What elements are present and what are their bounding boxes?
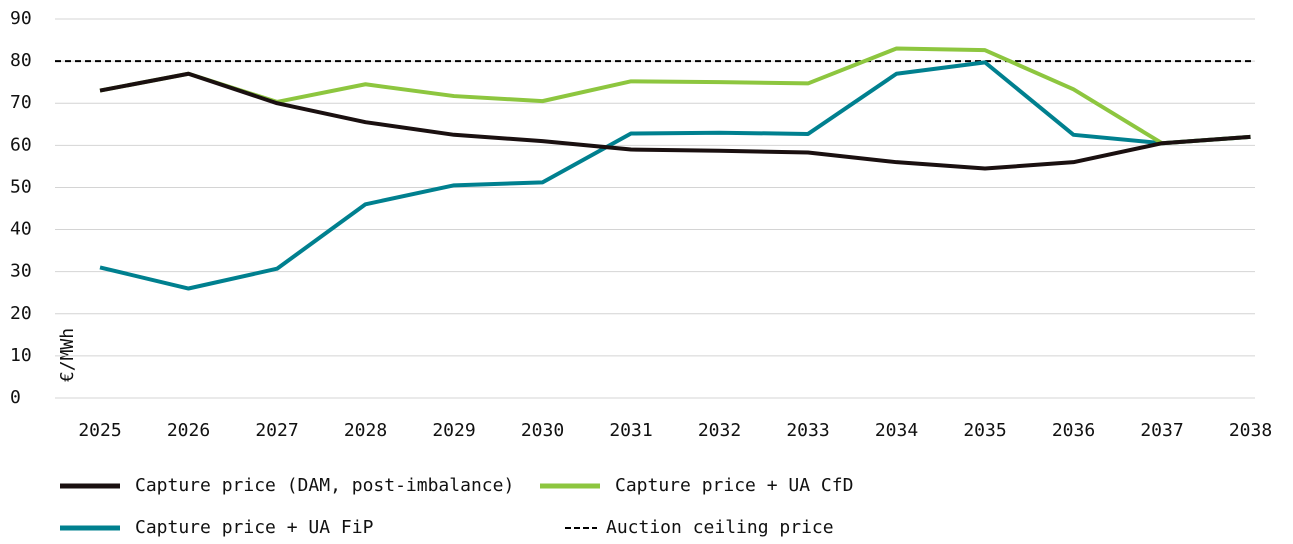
x-tick-label: 2027: [255, 420, 298, 441]
x-tick-label: 2032: [698, 420, 741, 441]
y-tick-label: 20: [10, 303, 32, 324]
y-tick-label: 30: [10, 261, 32, 282]
y-tick-label: 40: [10, 219, 32, 240]
legend-label: Capture price + UA FiP: [135, 517, 374, 538]
y-tick-label: 50: [10, 176, 32, 197]
x-tick-label: 2029: [432, 420, 475, 441]
x-tick-label: 2038: [1229, 420, 1272, 441]
x-tick-label: 2036: [1052, 420, 1095, 441]
y-tick-label: 0: [10, 387, 21, 408]
x-tick-label: 2031: [609, 420, 652, 441]
x-tick-label: 2025: [78, 420, 121, 441]
x-tick-label: 2033: [786, 420, 829, 441]
y-tick-label: 80: [10, 50, 32, 71]
x-tick-label: 2035: [963, 420, 1006, 441]
legend-label: Capture price + UA CfD: [615, 475, 853, 496]
series-line: [99, 71, 1251, 171]
y-axis-label: €/MWh: [57, 328, 78, 382]
y-tick-label: 60: [10, 134, 32, 155]
y-tick-label: 70: [10, 92, 32, 113]
y-tick-label: 90: [10, 8, 32, 29]
x-tick-label: 2028: [344, 420, 387, 441]
series-line: [99, 60, 1251, 291]
series-line: [99, 46, 1251, 146]
legend-label: Capture price (DAM, post-imbalance): [135, 475, 514, 496]
x-tick-label: 2026: [167, 420, 210, 441]
y-tick-label: 10: [10, 345, 32, 366]
x-tick-label: 2034: [875, 420, 918, 441]
x-tick-label: 2030: [521, 420, 564, 441]
x-tick-label: 2037: [1140, 420, 1183, 441]
legend-label: Auction ceiling price: [606, 517, 834, 538]
